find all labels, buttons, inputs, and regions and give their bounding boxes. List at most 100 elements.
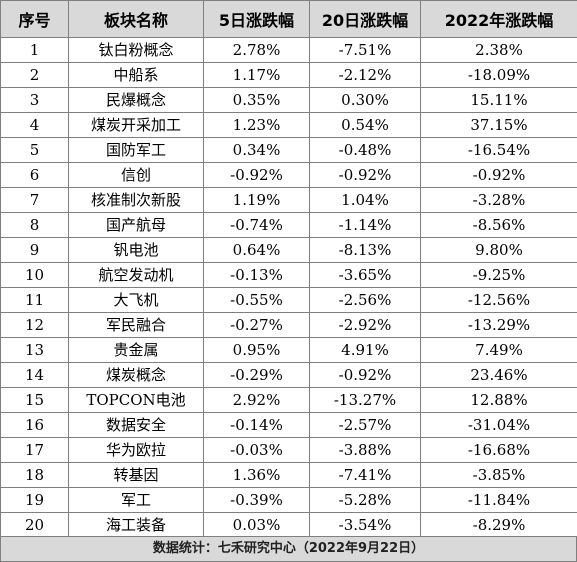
cell-sector-name: 民爆概念 [68,87,204,113]
cell-index: 18 [0,462,69,488]
table-row: 12 军民融合 -0.27% -2.92% -13.29% [0,312,577,338]
cell-20day-change: 0.54% [309,112,421,138]
cell-2022-change: 7.49% [420,337,577,363]
cell-5day-change: 1.17% [203,62,310,88]
table-row: 9 钒电池 0.64% -8.13% 9.80% [0,237,577,263]
table-row: 18 转基因 1.36% -7.41% -3.85% [0,462,577,488]
cell-2022-change: -18.09% [420,62,577,88]
cell-2022-change: 37.15% [420,112,577,138]
table-row: 3 民爆概念 0.35% 0.30% 15.11% [0,87,577,113]
table-row: 20 海工装备 0.03% -3.54% -8.29% [0,512,577,538]
cell-2022-change: -8.56% [420,212,577,238]
cell-2022-change: 9.80% [420,237,577,263]
source-footer: 数据统计：七禾研究中心（2022年9月22日） [0,536,577,562]
cell-5day-change: -0.74% [203,212,310,238]
cell-20day-change: -7.51% [309,37,421,63]
cell-20day-change: -2.92% [309,312,421,338]
cell-sector-name: 核准制次新股 [68,187,204,213]
table-header-row: 序号 板块名称 5日涨跌幅 20日涨跌幅 2022年涨跌幅 [0,0,577,38]
header-5day-change: 5日涨跌幅 [203,0,310,38]
table-row: 8 国产航母 -0.74% -1.14% -8.56% [0,212,577,238]
cell-5day-change: 2.78% [203,37,310,63]
cell-sector-name: 煤炭开采加工 [68,112,204,138]
cell-sector-name: 军工 [68,487,204,513]
cell-2022-change: 23.46% [420,362,577,388]
cell-index: 7 [0,187,69,213]
cell-sector-name: 数据安全 [68,412,204,438]
cell-index: 2 [0,62,69,88]
cell-5day-change: 0.35% [203,87,310,113]
cell-20day-change: -8.13% [309,237,421,263]
cell-20day-change: -2.56% [309,287,421,313]
cell-index: 16 [0,412,69,438]
cell-index: 14 [0,362,69,388]
cell-20day-change: -2.12% [309,62,421,88]
cell-sector-name: 煤炭概念 [68,362,204,388]
cell-index: 6 [0,162,69,188]
table-row: 17 华为欧拉 -0.03% -3.88% -16.68% [0,437,577,463]
table-row: 13 贵金属 0.95% 4.91% 7.49% [0,337,577,363]
cell-2022-change: -31.04% [420,412,577,438]
cell-sector-name: TOPCON电池 [68,387,204,413]
cell-sector-name: 中船系 [68,62,204,88]
header-20day-change: 20日涨跌幅 [309,0,421,38]
cell-20day-change: -0.92% [309,362,421,388]
cell-20day-change: -3.88% [309,437,421,463]
cell-5day-change: -0.39% [203,487,310,513]
cell-sector-name: 国防军工 [68,137,204,163]
table-row: 14 煤炭概念 -0.29% -0.92% 23.46% [0,362,577,388]
cell-2022-change: -16.68% [420,437,577,463]
header-2022-change: 2022年涨跌幅 [420,0,577,38]
cell-2022-change: 2.38% [420,37,577,63]
cell-5day-change: -0.14% [203,412,310,438]
cell-2022-change: 12.88% [420,387,577,413]
table-row: 16 数据安全 -0.14% -2.57% -31.04% [0,412,577,438]
cell-2022-change: -11.84% [420,487,577,513]
cell-20day-change: -13.27% [309,387,421,413]
cell-index: 20 [0,512,69,538]
cell-20day-change: -3.54% [309,512,421,538]
table-row: 19 军工 -0.39% -5.28% -11.84% [0,487,577,513]
cell-2022-change: -16.54% [420,137,577,163]
cell-sector-name: 国产航母 [68,212,204,238]
cell-2022-change: -3.85% [420,462,577,488]
cell-2022-change: -0.92% [420,162,577,188]
cell-index: 10 [0,262,69,288]
cell-index: 3 [0,87,69,113]
cell-2022-change: -13.29% [420,312,577,338]
cell-index: 8 [0,212,69,238]
cell-5day-change: 1.23% [203,112,310,138]
cell-index: 12 [0,312,69,338]
cell-sector-name: 华为欧拉 [68,437,204,463]
table-body: 1 钛白粉概念 2.78% -7.51% 2.38% 2 中船系 1.17% -2.12% -18… [0,37,577,538]
table-row: 15 TOPCON电池 2.92% -13.27% 12.88% [0,387,577,413]
cell-5day-change: 0.03% [203,512,310,538]
cell-20day-change: 4.91% [309,337,421,363]
cell-index: 13 [0,337,69,363]
cell-sector-name: 钒电池 [68,237,204,263]
cell-5day-change: 2.92% [203,387,310,413]
cell-20day-change: 1.04% [309,187,421,213]
table-row: 6 信创 -0.92% -0.92% -0.92% [0,162,577,188]
cell-sector-name: 转基因 [68,462,204,488]
cell-5day-change: -0.92% [203,162,310,188]
cell-20day-change: -0.48% [309,137,421,163]
cell-sector-name: 大飞机 [68,287,204,313]
cell-2022-change: -12.56% [420,287,577,313]
cell-2022-change: -3.28% [420,187,577,213]
cell-5day-change: 0.34% [203,137,310,163]
cell-sector-name: 贵金属 [68,337,204,363]
table-row: 10 航空发动机 -0.13% -3.65% -9.25% [0,262,577,288]
cell-index: 9 [0,237,69,263]
table-row: 11 大飞机 -0.55% -2.56% -12.56% [0,287,577,313]
table-row: 5 国防军工 0.34% -0.48% -16.54% [0,137,577,163]
table-row: 4 煤炭开采加工 1.23% 0.54% 37.15% [0,112,577,138]
cell-2022-change: 15.11% [420,87,577,113]
cell-5day-change: 0.64% [203,237,310,263]
cell-20day-change: -0.92% [309,162,421,188]
cell-20day-change: -7.41% [309,462,421,488]
cell-index: 11 [0,287,69,313]
cell-index: 19 [0,487,69,513]
cell-5day-change: -0.13% [203,262,310,288]
